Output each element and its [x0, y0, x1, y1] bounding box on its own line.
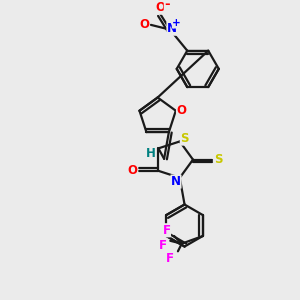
Text: O: O	[176, 104, 187, 117]
Text: H: H	[146, 147, 156, 160]
Text: -: -	[164, 0, 170, 11]
Text: F: F	[159, 239, 167, 252]
Text: F: F	[166, 253, 174, 266]
Text: S: S	[214, 153, 223, 166]
Text: O: O	[139, 18, 149, 32]
Text: F: F	[163, 224, 170, 237]
Text: S: S	[180, 132, 189, 145]
Text: +: +	[172, 18, 181, 28]
Text: N: N	[171, 175, 181, 188]
Text: N: N	[167, 22, 177, 35]
Text: O: O	[128, 164, 138, 177]
Text: O: O	[155, 1, 166, 14]
